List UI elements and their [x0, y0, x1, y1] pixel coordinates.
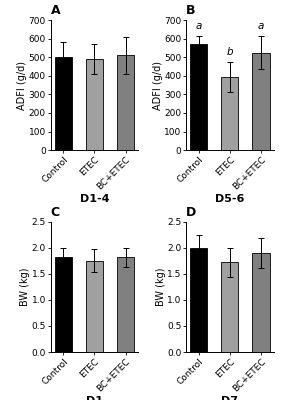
Y-axis label: ADFI (g/d): ADFI (g/d) [153, 60, 163, 110]
Text: a: a [195, 21, 202, 31]
Y-axis label: ADFI (g/d): ADFI (g/d) [17, 60, 27, 110]
Bar [55, 257, 72, 352]
Bar [252, 253, 270, 352]
Bar [55, 57, 72, 150]
Bar [117, 257, 134, 352]
Text: b: b [226, 47, 233, 57]
Bar [252, 52, 270, 150]
Bar [221, 77, 238, 150]
X-axis label: D5-6: D5-6 [215, 194, 244, 204]
Bar [117, 55, 134, 150]
Text: C: C [51, 206, 60, 219]
Bar [86, 261, 103, 352]
Y-axis label: BW (kg): BW (kg) [20, 268, 30, 306]
Text: A: A [51, 4, 60, 17]
Text: B: B [186, 4, 196, 17]
Bar [221, 262, 238, 352]
Bar [190, 44, 207, 150]
X-axis label: D1: D1 [86, 396, 103, 400]
X-axis label: D1-4: D1-4 [80, 194, 109, 204]
Bar [86, 59, 103, 150]
Text: a: a [258, 21, 264, 31]
Bar [190, 248, 207, 352]
X-axis label: D7: D7 [221, 396, 238, 400]
Y-axis label: BW (kg): BW (kg) [156, 268, 166, 306]
Text: D: D [186, 206, 197, 219]
